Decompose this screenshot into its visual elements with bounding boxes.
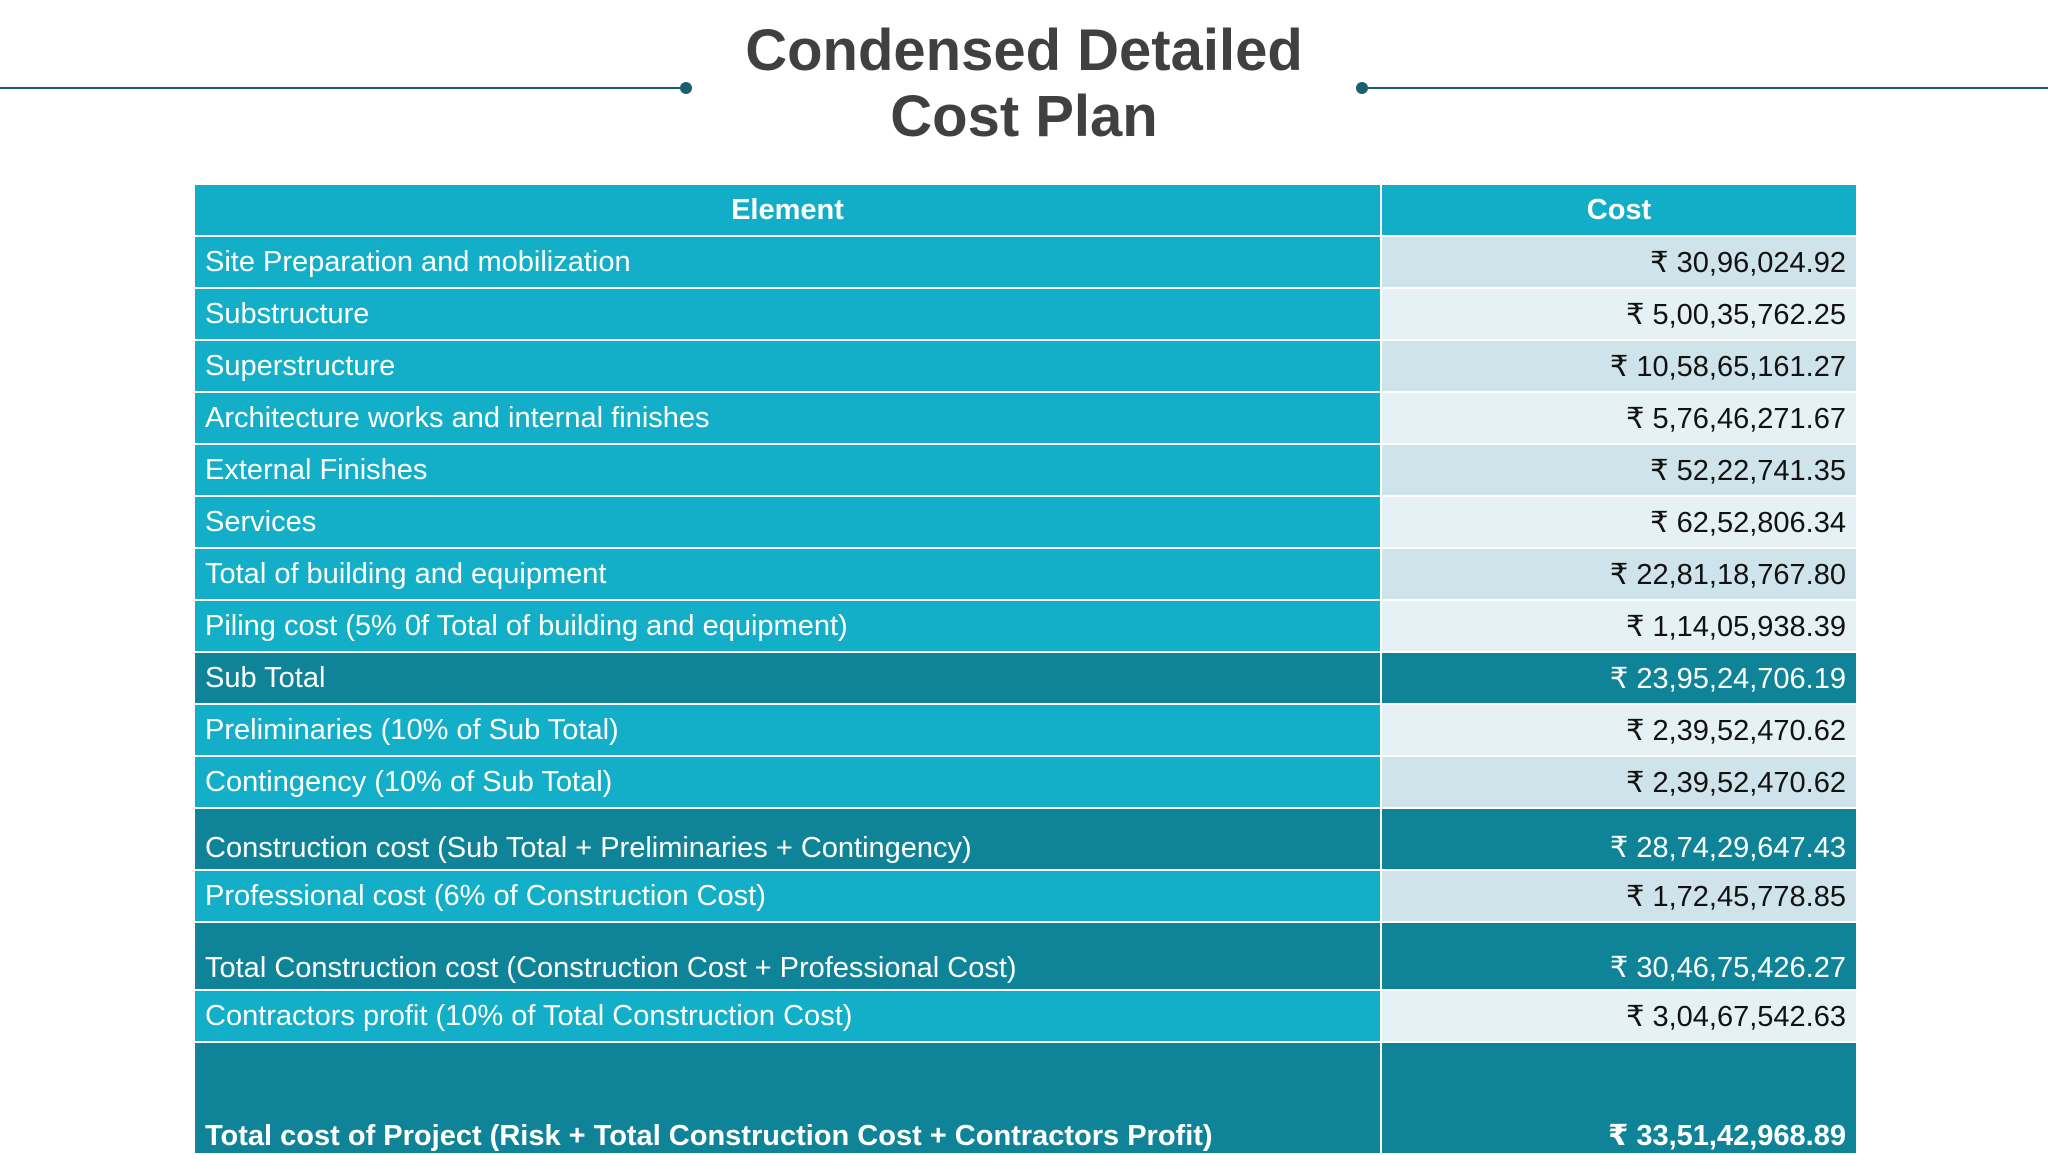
element-cell: Professional cost (6% of Construction Co… <box>193 869 1382 923</box>
title-area: Condensed Detailed Cost Plan <box>0 0 2048 170</box>
cost-cell: ₹ 2,39,52,470.62 <box>1380 703 1858 757</box>
table-row-total-project-cost: Total cost of Project (Risk + Total Cons… <box>193 1041 1858 1155</box>
table-row-construction-cost: Construction cost (Sub Total + Prelimina… <box>193 807 1858 871</box>
table-row: Architecture works and internal finishes… <box>193 391 1858 445</box>
cost-cell: ₹ 62,52,806.34 <box>1380 495 1858 549</box>
element-cell: External Finishes <box>193 443 1382 497</box>
table-row: External Finishes ₹ 52,22,741.35 <box>193 443 1858 497</box>
element-cell: Services <box>193 495 1382 549</box>
element-cell: Contractors profit (10% of Total Constru… <box>193 989 1382 1043</box>
element-cell: Total cost of Project (Risk + Total Cons… <box>193 1041 1382 1155</box>
table-row: Contractors profit (10% of Total Constru… <box>193 989 1858 1043</box>
page-title-line-2: Cost Plan <box>890 84 1158 149</box>
element-cell: Architecture works and internal finishes <box>193 391 1382 445</box>
table-row: Total of building and equipment ₹ 22,81,… <box>193 547 1858 601</box>
table-row: Professional cost (6% of Construction Co… <box>193 869 1858 923</box>
table-row-subtotal: Sub Total ₹ 23,95,24,706.19 <box>193 651 1858 705</box>
cost-cell: ₹ 5,00,35,762.25 <box>1380 287 1858 341</box>
table-row: Services ₹ 62,52,806.34 <box>193 495 1858 549</box>
table-row-total-construction-cost: Total Construction cost (Construction Co… <box>193 921 1858 991</box>
table-row: Preliminaries (10% of Sub Total) ₹ 2,39,… <box>193 703 1858 757</box>
title-rule-left <box>0 87 686 89</box>
header-cost: Cost <box>1380 183 1858 237</box>
table-row: Substructure ₹ 5,00,35,762.25 <box>193 287 1858 341</box>
element-cell: Preliminaries (10% of Sub Total) <box>193 703 1382 757</box>
cost-cell: ₹ 33,51,42,968.89 <box>1380 1041 1858 1155</box>
cost-cell: ₹ 2,39,52,470.62 <box>1380 755 1858 809</box>
element-cell: Total Construction cost (Construction Co… <box>193 921 1382 991</box>
title-rule-dot-left <box>680 82 692 94</box>
cost-cell: ₹ 10,58,65,161.27 <box>1380 339 1858 393</box>
cost-cell: ₹ 3,04,67,542.63 <box>1380 989 1858 1043</box>
cost-cell: ₹ 1,14,05,938.39 <box>1380 599 1858 653</box>
table-row: Piling cost (5% 0f Total of building and… <box>193 599 1858 653</box>
element-cell: Construction cost (Sub Total + Prelimina… <box>193 807 1382 871</box>
cost-cell: ₹ 1,72,45,778.85 <box>1380 869 1858 923</box>
element-cell: Superstructure <box>193 339 1382 393</box>
element-cell: Substructure <box>193 287 1382 341</box>
cost-cell: ₹ 30,46,75,426.27 <box>1380 921 1858 991</box>
cost-cell: ₹ 28,74,29,647.43 <box>1380 807 1858 871</box>
cost-cell: ₹ 5,76,46,271.67 <box>1380 391 1858 445</box>
element-cell: Total of building and equipment <box>193 547 1382 601</box>
cost-cell: ₹ 52,22,741.35 <box>1380 443 1858 497</box>
cost-cell: ₹ 30,96,024.92 <box>1380 235 1858 289</box>
element-cell: Piling cost (5% 0f Total of building and… <box>193 599 1382 653</box>
table-row: Superstructure ₹ 10,58,65,161.27 <box>193 339 1858 393</box>
element-cell: Sub Total <box>193 651 1382 705</box>
header-element: Element <box>193 183 1382 237</box>
table-row: Contingency (10% of Sub Total) ₹ 2,39,52… <box>193 755 1858 809</box>
element-cell: Site Preparation and mobilization <box>193 235 1382 289</box>
title-rule-right <box>1362 87 2048 89</box>
cost-plan-table: Element Cost Site Preparation and mobili… <box>193 183 1858 1155</box>
element-cell: Contingency (10% of Sub Total) <box>193 755 1382 809</box>
table-header-row: Element Cost <box>193 183 1858 237</box>
page-title-line-1: Condensed Detailed <box>745 18 1303 83</box>
table-row: Site Preparation and mobilization ₹ 30,9… <box>193 235 1858 289</box>
cost-cell: ₹ 23,95,24,706.19 <box>1380 651 1858 705</box>
page-title: Condensed Detailed Cost Plan <box>700 18 1348 150</box>
cost-cell: ₹ 22,81,18,767.80 <box>1380 547 1858 601</box>
